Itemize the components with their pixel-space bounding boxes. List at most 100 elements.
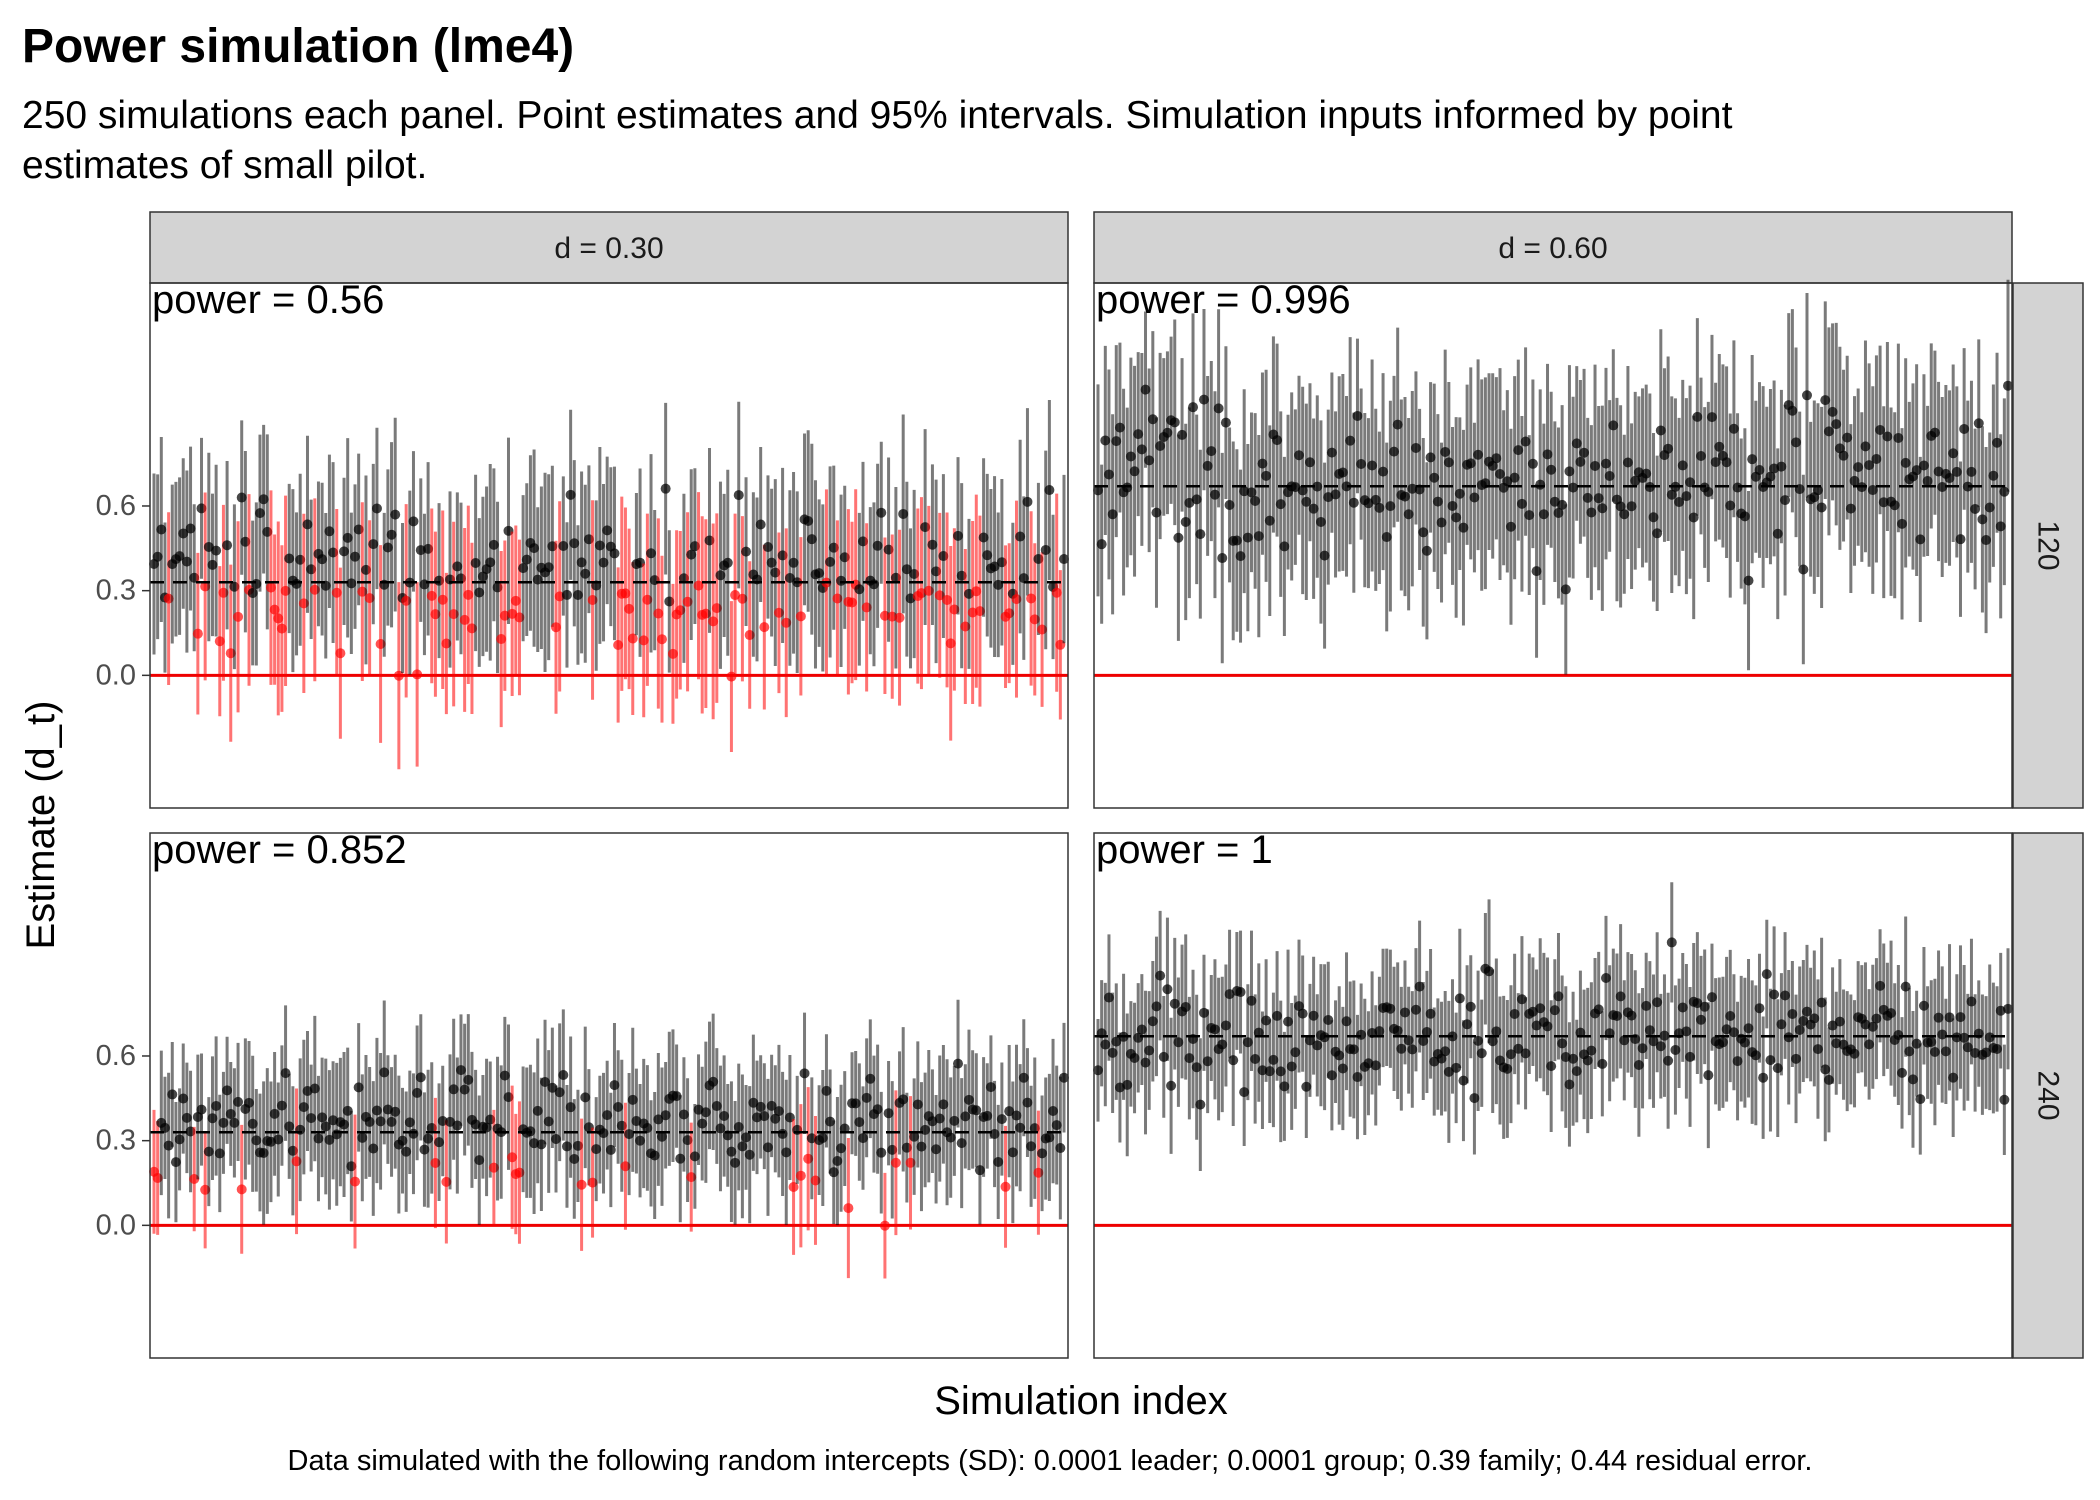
point-35 — [1217, 553, 1228, 564]
row-strip-1 — [2012, 832, 2084, 1359]
y-tick-label: 0.6 — [96, 1040, 136, 1072]
power-label: power = 1 — [1096, 828, 1273, 872]
point-242 — [1973, 418, 1984, 429]
point-234 — [1000, 1181, 1011, 1192]
point-6 — [167, 1089, 178, 1100]
point-71 — [1348, 497, 1359, 508]
panel-0-0: power = 0.56 0.0 0.3 0.6 — [96, 278, 1069, 809]
point-250 — [2003, 380, 2013, 391]
point-27 — [1188, 402, 1199, 413]
point-204 — [890, 1157, 901, 1168]
chart-subtitle-line-1: 250 simulations each panel. Point estima… — [22, 94, 1733, 137]
point-23 — [1173, 532, 1184, 543]
point-199 — [1816, 502, 1827, 513]
point-106 — [1476, 1048, 1487, 1059]
point-114 — [561, 589, 572, 600]
point-140 — [656, 634, 667, 645]
point-29 — [1195, 1099, 1206, 1110]
power-label: power = 0.56 — [152, 278, 384, 322]
point-113 — [558, 1070, 569, 1081]
point-67 — [390, 509, 401, 520]
point-205 — [894, 612, 905, 623]
point-200 — [876, 507, 887, 518]
point-200 — [876, 1147, 887, 1158]
point-24 — [233, 611, 244, 622]
point-74 — [415, 1072, 426, 1083]
point-158 — [1666, 937, 1677, 948]
chart-title: Power simulation (lme4) — [22, 20, 574, 73]
point-40 — [1235, 987, 1246, 998]
point-2 — [1096, 539, 1107, 550]
point-233 — [996, 1114, 1007, 1125]
chart-caption: Data simulated with the following random… — [288, 1445, 1813, 1477]
panel-0-1: power = 0.996 — [1093, 278, 2013, 809]
point-100 — [1454, 993, 1465, 1004]
point-163 — [741, 546, 752, 557]
point-68 — [393, 670, 404, 681]
point-168 — [759, 622, 770, 633]
point-194 — [1798, 564, 1809, 575]
point-21 — [222, 540, 233, 551]
point-125 — [1546, 1061, 1557, 1072]
point-226 — [1915, 1094, 1926, 1105]
point-126 — [605, 1144, 616, 1155]
panel-border — [1093, 282, 2013, 809]
point-18 — [1155, 970, 1166, 981]
column-strip-0 — [149, 211, 1069, 284]
point-178 — [795, 1170, 806, 1181]
point-250 — [2003, 1003, 2013, 1014]
point-120 — [1527, 458, 1538, 469]
point-118 — [576, 1179, 587, 1190]
point-29 — [1195, 529, 1206, 540]
point-178 — [795, 611, 806, 622]
point-25 — [236, 1184, 247, 1195]
point-129 — [1560, 584, 1571, 595]
point-139 — [1597, 1058, 1608, 1069]
point-182 — [1754, 1003, 1765, 1014]
panel-border — [149, 282, 1069, 809]
point-14 — [196, 1104, 207, 1115]
point-161 — [733, 490, 744, 501]
power-label: power = 0.996 — [1096, 278, 1351, 322]
row-strip-label-1: 240 — [2032, 1070, 2065, 1120]
chart-subtitle-line-2: estimates of small pilot. — [22, 144, 427, 187]
point-250 — [1059, 554, 1069, 565]
point-179 — [1743, 575, 1754, 586]
point-240 — [1022, 496, 1033, 507]
y-tick-label: 0.0 — [96, 1209, 136, 1241]
point-72 — [408, 516, 419, 527]
point-91 — [1421, 545, 1432, 556]
point-103 — [1465, 1001, 1476, 1012]
row-strip-label-0: 120 — [2032, 520, 2065, 570]
point-158 — [722, 557, 733, 568]
point-36 — [1220, 417, 1231, 428]
point-20 — [1162, 984, 1173, 995]
y-tick-label: 0.3 — [96, 1125, 136, 1157]
point-52 — [335, 648, 346, 659]
point-127 — [609, 548, 620, 559]
point-167 — [755, 519, 766, 530]
point-184 — [1761, 969, 1772, 980]
point-250 — [1059, 1072, 1069, 1083]
point-168 — [1703, 1070, 1714, 1081]
point-189 — [1780, 495, 1791, 506]
point-237 — [1955, 534, 1966, 545]
power-label: power = 0.852 — [152, 828, 407, 872]
column-strip-1 — [1093, 211, 2013, 284]
panel-border — [149, 832, 1069, 1359]
point-141 — [660, 483, 671, 494]
point-22 — [1169, 417, 1180, 428]
column-strip-label-1: d = 0.60 — [1498, 232, 1607, 265]
y-tick-label: 0.3 — [96, 575, 136, 607]
panel-1-0: power = 0.852 0.0 0.3 0.6 — [96, 828, 1069, 1359]
point-221 — [953, 1058, 964, 1069]
point-226 — [971, 1105, 982, 1116]
point-195 — [1801, 390, 1812, 401]
panel-border — [1093, 832, 2013, 1359]
point-21 — [1166, 1080, 1177, 1091]
y-tick-label: 0.6 — [96, 490, 136, 522]
y-axis-title: Estimate (d_t) — [19, 701, 63, 950]
point-73 — [412, 669, 423, 680]
facet-panels: d = 0.30 d = 0.60 120 240 power = 0.56 0.0 0.3… — [96, 211, 2084, 1359]
